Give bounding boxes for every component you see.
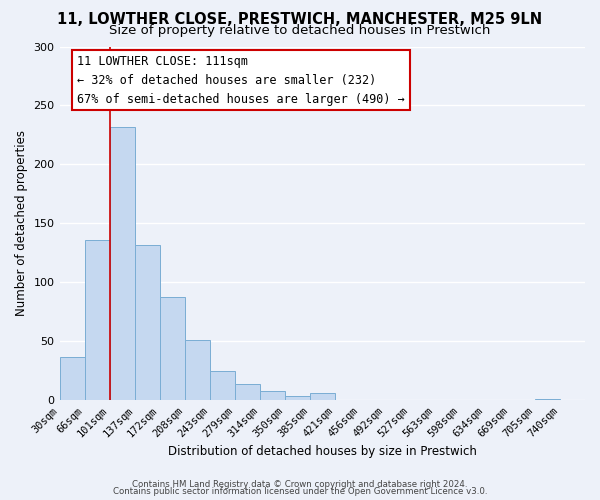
Bar — [185, 340, 210, 400]
Bar — [285, 396, 310, 400]
Bar — [135, 244, 160, 400]
Text: Size of property relative to detached houses in Prestwich: Size of property relative to detached ho… — [109, 24, 491, 37]
Bar — [310, 394, 335, 400]
Bar — [110, 126, 135, 400]
Bar — [85, 240, 110, 400]
Bar — [160, 296, 185, 401]
Text: 11 LOWTHER CLOSE: 111sqm
← 32% of detached houses are smaller (232)
67% of semi-: 11 LOWTHER CLOSE: 111sqm ← 32% of detach… — [77, 55, 405, 106]
Bar — [260, 391, 285, 400]
Bar — [59, 357, 85, 401]
Bar — [235, 384, 260, 400]
X-axis label: Distribution of detached houses by size in Prestwich: Distribution of detached houses by size … — [168, 444, 477, 458]
Text: 11, LOWTHER CLOSE, PRESTWICH, MANCHESTER, M25 9LN: 11, LOWTHER CLOSE, PRESTWICH, MANCHESTER… — [58, 12, 542, 28]
Y-axis label: Number of detached properties: Number of detached properties — [15, 130, 28, 316]
Text: Contains public sector information licensed under the Open Government Licence v3: Contains public sector information licen… — [113, 488, 487, 496]
Text: Contains HM Land Registry data © Crown copyright and database right 2024.: Contains HM Land Registry data © Crown c… — [132, 480, 468, 489]
Bar — [209, 371, 235, 400]
